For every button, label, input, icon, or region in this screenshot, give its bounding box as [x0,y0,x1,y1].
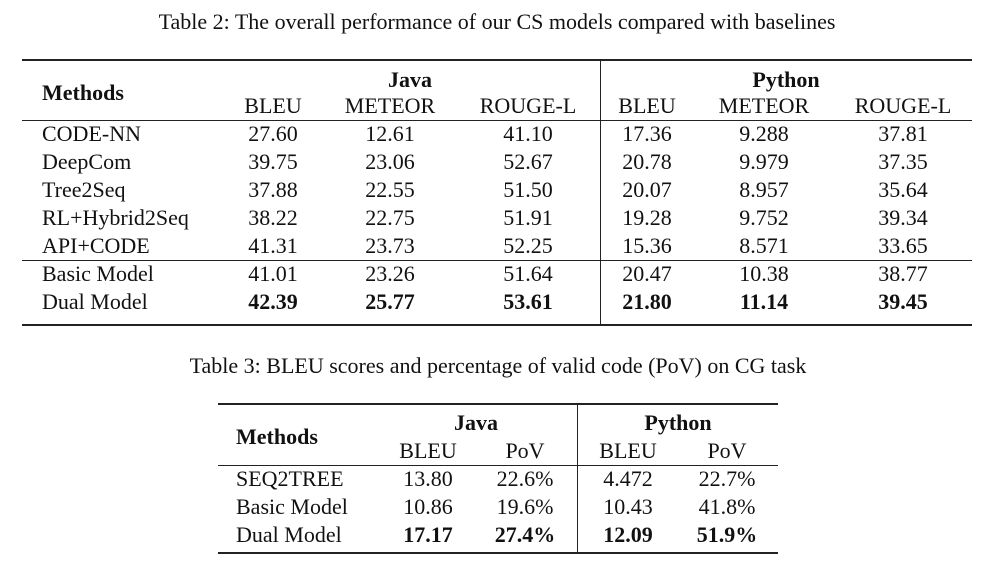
cell: 10.43 [603,494,653,519]
cell: 10.38 [739,261,789,286]
cell: 12.61 [365,121,415,146]
method-name: Tree2Seq [42,177,126,202]
cell: 23.06 [365,149,415,174]
cell: 15.36 [622,233,672,258]
rule [218,465,778,466]
rule [22,324,972,326]
cell: 41.31 [248,233,298,258]
cell: 25.77 [365,289,415,314]
cell: 37.35 [878,149,928,174]
cell: 19.6% [496,494,554,519]
cell: 8.957 [739,177,789,202]
cell: 52.67 [503,149,553,174]
cell: 13.80 [403,466,453,491]
rule [218,403,778,405]
cell: 39.34 [878,205,928,230]
cell: 9.979 [739,149,789,174]
rule [600,59,601,326]
cell: 42.39 [248,289,298,314]
method-name: Basic Model [42,261,154,286]
cell: 10.86 [403,494,453,519]
cell: 51.50 [503,177,553,202]
cell: 51.64 [503,261,553,286]
cell: 33.65 [878,233,928,258]
metric-header: ROUGE-L [854,93,952,118]
cell: 20.07 [622,177,672,202]
cell: 22.75 [365,205,415,230]
group-header: Python [752,67,820,92]
method-name: API+CODE [42,233,150,258]
cell: 52.25 [503,233,553,258]
cell: 41.10 [503,121,553,146]
method-name: DeepCom [42,149,132,174]
metric-header: METEOR [718,93,810,118]
cell: 9.752 [739,205,789,230]
table-caption: Table 3: BLEU scores and percentage of v… [189,353,807,378]
rule [577,403,578,554]
cell: 38.22 [248,205,298,230]
rule [22,120,972,121]
rule [22,260,972,261]
cell: 20.47 [622,261,672,286]
metric-header: ROUGE-L [479,93,577,118]
cell: 17.36 [622,121,672,146]
cell: 22.7% [698,466,756,491]
method-name: RL+Hybrid2Seq [42,205,189,230]
metric-header: METEOR [344,93,436,118]
cell: 51.91 [503,205,553,230]
cell: 17.17 [403,522,453,547]
cell: 22.6% [496,466,554,491]
metric-header: PoV [707,438,747,463]
cell: 22.55 [365,177,415,202]
cell: 4.472 [603,466,653,491]
metric-header: PoV [505,438,545,463]
rule [22,59,972,61]
method-name: Dual Model [42,289,148,314]
method-name: CODE-NN [42,121,141,146]
metric-header: BLEU [618,93,676,118]
cell: 51.9% [696,522,758,547]
cell: 35.64 [878,177,928,202]
cell: 9.288 [739,121,789,146]
metric-header: BLEU [244,93,302,118]
header-methods: Methods [236,424,318,449]
cell: 21.80 [622,289,672,314]
cell: 12.09 [603,522,653,547]
cell: 19.28 [622,205,672,230]
cell: 23.73 [365,233,415,258]
header-methods: Methods [42,80,124,105]
cell: 23.26 [365,261,415,286]
cell: 53.61 [503,289,553,314]
cell: 41.01 [248,261,298,286]
cell: 11.14 [739,289,789,314]
metric-header: BLEU [399,438,457,463]
cell: 41.8% [698,494,756,519]
metric-header: BLEU [599,438,657,463]
rule [218,552,778,554]
cell: 38.77 [878,261,928,286]
table-caption: Table 2: The overall performance of our … [158,9,836,34]
cell: 20.78 [622,149,672,174]
group-header: Java [388,67,432,92]
group-header: Python [644,410,712,435]
cell: 39.45 [878,289,928,314]
method-name: SEQ2TREE [236,466,344,491]
method-name: Dual Model [236,522,342,547]
cell: 39.75 [248,149,298,174]
group-header: Java [454,410,498,435]
cell: 37.81 [878,121,928,146]
method-name: Basic Model [236,494,348,519]
cell: 37.88 [248,177,298,202]
cell: 27.60 [248,121,298,146]
cell: 8.571 [739,233,789,258]
cell: 27.4% [494,522,556,547]
